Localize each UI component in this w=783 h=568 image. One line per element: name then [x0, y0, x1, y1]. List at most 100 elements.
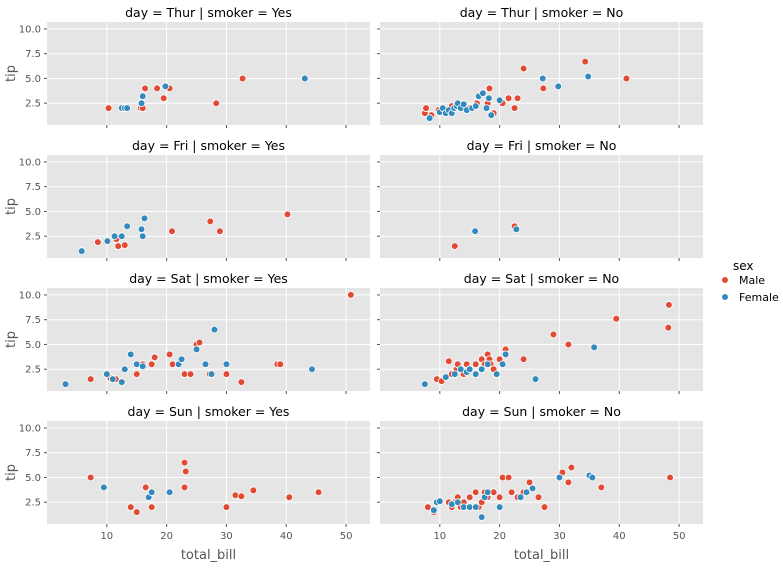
data-point-female: [465, 365, 474, 374]
legend-label: Female: [739, 291, 779, 304]
data-point-male: [180, 483, 189, 492]
data-point-female: [100, 483, 108, 492]
panel-background: [380, 155, 703, 258]
y-tick-label: 5.0: [25, 340, 41, 351]
data-point-male: [132, 508, 141, 516]
legend-marker: [721, 293, 729, 301]
x-axis-label: total_bill: [514, 548, 569, 563]
data-point-male: [612, 314, 621, 323]
data-point-male: [249, 486, 258, 495]
x-tick-label: 10: [433, 531, 446, 542]
data-point-male: [132, 370, 141, 378]
data-point-male: [141, 483, 150, 492]
data-point-female: [590, 343, 598, 352]
data-point-male: [510, 104, 519, 112]
data-point-female: [483, 360, 492, 369]
panel-title: day = Thur | smoker = Yes: [125, 5, 292, 20]
data-point-male: [564, 340, 573, 349]
x-tick-label: 20: [493, 531, 506, 542]
data-point-female: [471, 370, 480, 378]
data-point-male: [285, 493, 294, 502]
data-point-female: [555, 473, 564, 482]
data-point-male: [147, 503, 156, 511]
data-point-male: [141, 84, 149, 93]
panel-title: day = Sun | smoker = No: [462, 404, 621, 419]
y-tick-label: 10.0: [19, 24, 41, 35]
x-tick-label: 50: [340, 531, 353, 542]
data-point-female: [161, 82, 170, 91]
data-point-male: [539, 84, 548, 93]
panel-title: day = Sat | smoker = No: [464, 271, 619, 286]
facet-panel: day = Thur | smoker = Yes 2.5 5.0 7.5 10.0 ti…: [4, 5, 370, 128]
panel-background: [47, 421, 370, 524]
panel-title: day = Thur | smoker = No: [460, 5, 624, 20]
data-point-male: [567, 463, 576, 472]
data-point-female: [192, 345, 201, 354]
data-point-female: [477, 365, 486, 374]
data-point-male: [513, 94, 522, 103]
panels-layer: day = Thur | smoker = Yes 2.5 5.0 7.5 10.0 ti…: [4, 5, 703, 542]
y-tick-label: 7.5: [25, 182, 41, 193]
data-point-female: [201, 360, 210, 369]
y-tick-label: 2.5: [25, 99, 41, 110]
data-point-female: [487, 111, 496, 119]
data-point-female: [441, 373, 450, 381]
data-point-female: [421, 380, 429, 388]
data-point-male: [126, 503, 135, 511]
data-point-female: [425, 114, 434, 122]
facet-panel: day = Thur | smoker = No: [377, 5, 703, 128]
facet-panel: day = Fri | smoker = No: [377, 138, 703, 261]
data-point-male: [519, 355, 528, 364]
data-point-male: [206, 217, 215, 226]
legend-marker: [721, 276, 729, 284]
data-point-male: [159, 94, 168, 103]
x-tick-label: 30: [220, 531, 233, 542]
data-point-male: [495, 493, 504, 502]
data-point-female: [584, 72, 592, 81]
data-point-male: [180, 458, 189, 467]
data-point-male: [504, 473, 513, 482]
data-point-female: [483, 488, 492, 497]
data-point-female: [123, 222, 131, 231]
data-point-male: [525, 478, 534, 487]
panel-title: day = Sat | smoker = Yes: [129, 271, 288, 286]
data-point-male: [237, 492, 246, 501]
data-point-male: [622, 74, 631, 83]
data-point-male: [534, 493, 543, 502]
data-point-female: [61, 380, 70, 388]
data-point-female: [138, 92, 147, 101]
data-point-female: [117, 232, 126, 241]
data-point-female: [492, 370, 501, 378]
y-tick-label: 10.0: [19, 290, 41, 301]
panel-title: day = Fri | smoker = No: [467, 138, 617, 153]
y-tick-label: 7.5: [25, 448, 41, 459]
data-point-male: [540, 503, 549, 511]
data-point-female: [450, 370, 459, 378]
data-point-male: [150, 353, 159, 362]
data-point-female: [453, 498, 462, 507]
data-point-female: [207, 370, 216, 378]
data-point-male: [507, 488, 516, 497]
data-point-male: [519, 64, 528, 73]
data-point-male: [424, 503, 432, 511]
data-point-female: [138, 362, 147, 371]
data-point-male: [114, 242, 122, 250]
data-point-female: [554, 82, 563, 91]
data-point-male: [222, 503, 231, 511]
y-axis-label: tip: [4, 331, 19, 348]
y-axis-label: tip: [4, 65, 19, 82]
data-point-male: [276, 360, 285, 369]
data-point-female: [495, 503, 504, 511]
data-point-male: [597, 483, 606, 492]
data-point-male: [283, 210, 292, 219]
x-tick-label: 40: [280, 531, 293, 542]
data-point-female: [531, 375, 540, 383]
data-point-male: [120, 241, 129, 249]
panel-background: [47, 22, 370, 125]
data-point-male: [471, 488, 480, 497]
data-point-female: [147, 488, 156, 497]
x-tick-label: 20: [160, 531, 173, 542]
data-point-female: [77, 247, 86, 255]
data-point-female: [137, 99, 146, 108]
